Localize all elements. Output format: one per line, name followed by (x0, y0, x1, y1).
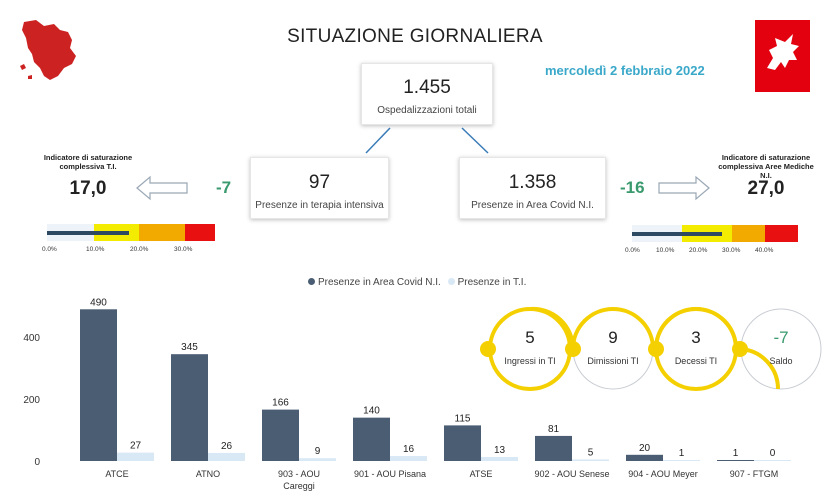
bar-label-covid-4: 115 (455, 413, 471, 424)
bar-label-covid-6: 20 (639, 443, 651, 454)
sat-am-tick-3: 30.0% (722, 247, 741, 254)
y-tick-label-0: 0 (34, 457, 40, 468)
legend-marker-covid (308, 278, 315, 285)
category-label-1: ATNO (196, 469, 220, 479)
chart-legend: Presenze in Area Covid N.I. Presenze in … (308, 277, 526, 288)
legend-covid: Presenze in Area Covid N.I. (318, 277, 441, 288)
ti-label: Presenze in terapia intensiva (255, 200, 384, 211)
bar-label-covid-7: 1 (733, 448, 739, 459)
flow-circle-3 (740, 308, 822, 390)
sat-ti-tick-3: 30.0% (174, 246, 193, 253)
sat-am-tick-2: 20.0% (689, 247, 708, 254)
bar-label-ti-2: 9 (315, 446, 321, 457)
sat-am-gauge (632, 225, 798, 242)
flow-ingressi-label: Ingressi in TI (504, 356, 556, 366)
ti-value: 97 (308, 172, 331, 193)
category-label-5: 902 - AOU Senese (534, 469, 609, 479)
flow-circle-0 (488, 307, 572, 391)
report-date: mercoledì 2 febbraio 2022 (545, 63, 705, 78)
bar-ti-5 (572, 459, 609, 461)
sat-ti-level-bar (47, 231, 129, 235)
flow-saldo-label: Saldo (769, 356, 793, 366)
bar-covid-1 (171, 354, 208, 461)
sat-ti-label: Indicatore di saturazione complessiva T.… (43, 153, 133, 171)
category-label-0: ATCE (105, 469, 128, 479)
legend-marker-ti (447, 278, 455, 285)
bar-label-covid-1: 345 (181, 342, 198, 353)
ti-card: 97 Presenze in terapia intensiva (250, 157, 389, 219)
sat-am-tick-1: 10.0% (656, 247, 675, 254)
covid-label: Presenze in Area Covid N.I. (471, 200, 594, 211)
flow-saldo-value: -7 (773, 328, 789, 347)
sat-am-label: Indicatore di saturazione complessiva Ar… (718, 153, 814, 180)
bar-label-ti-1: 26 (221, 441, 233, 452)
bar-covid-7 (717, 460, 754, 461)
y-tick-label-1: 200 (23, 395, 40, 406)
tuscany-map-icon (20, 20, 76, 80)
flow-ingressi-value: 5 (525, 328, 535, 347)
flow-decessi-value: 3 (691, 328, 701, 347)
sat-am-value: 27,0 (747, 178, 785, 199)
sat-am-tick-0: 0.0% (625, 247, 640, 254)
bar-ti-2 (299, 458, 336, 461)
category-label-3: 901 - AOU Pisana (354, 469, 426, 479)
legend-ti: Presenze in T.I. (457, 277, 527, 288)
bar-ti-6 (663, 460, 700, 461)
ti-delta: -7 (216, 178, 232, 197)
category-label-2-line2: Careggi (283, 481, 315, 491)
bar-covid-6 (626, 454, 663, 461)
bar-covid-5 (535, 435, 572, 461)
arrow-left-icon (136, 175, 188, 201)
sat-ti-tick-0: 0.0% (42, 246, 57, 253)
pegasus-logo-icon (755, 20, 810, 92)
page-title: SITUAZIONE GIORNALIERA (287, 26, 543, 47)
total-value: 1.455 (403, 77, 451, 98)
category-label-6: 904 - AOU Meyer (628, 469, 698, 479)
flow-circles (480, 306, 822, 391)
sat-am-level-bar (632, 232, 722, 236)
total-hospitalizations-card: 1.455 Ospedalizzazioni totali (361, 63, 493, 125)
bar-ti-7 (754, 460, 791, 461)
covid-delta: -16 (620, 178, 645, 197)
sat-ti-tick-2: 20.0% (130, 246, 149, 253)
flow-dimissioni-value: 9 (608, 328, 618, 347)
flow-decessi-label: Decessi TI (674, 356, 718, 366)
bar-label-covid-2: 166 (272, 398, 289, 409)
bar-label-ti-7: 0 (770, 448, 776, 459)
total-label: Ospedalizzazioni totali (377, 105, 477, 116)
category-label-2: 903 - AOU (278, 469, 320, 479)
bar-label-ti-6: 1 (679, 448, 685, 459)
bar-label-ti-0: 27 (130, 441, 142, 452)
bar-covid-3 (353, 417, 390, 461)
bar-label-covid-3: 140 (363, 406, 380, 417)
bar-label-ti-3: 16 (403, 444, 415, 455)
bar-covid-4 (444, 425, 481, 461)
bar-label-ti-4: 13 (494, 445, 506, 456)
covid-value: 1.358 (508, 172, 557, 193)
sat-ti-gauge (47, 224, 215, 241)
bar-covid-0 (80, 309, 117, 461)
bar-label-covid-5: 81 (548, 424, 560, 435)
y-tick-label-2: 400 (23, 333, 40, 344)
bar-label-covid-0: 490 (90, 297, 107, 308)
bar-covid-2 (262, 409, 299, 461)
sat-am-tick-4: 40.0% (755, 247, 774, 254)
category-label-7: 907 - FTGM (730, 469, 779, 479)
sat-ti-tick-1: 10.0% (86, 246, 105, 253)
bar-ti-3 (390, 456, 427, 461)
sat-ti-value: 17,0 (69, 178, 107, 199)
bar-ti-0 (117, 452, 154, 461)
covid-card: 1.358 Presenze in Area Covid N.I. (459, 157, 606, 219)
bar-ti-4 (481, 456, 518, 461)
flow-dimissioni-label: Dimissioni TI (587, 356, 639, 366)
category-label-4: ATSE (470, 469, 493, 479)
bar-label-ti-5: 5 (588, 447, 594, 458)
bar-ti-1 (208, 452, 245, 461)
arrow-right-icon (658, 175, 710, 201)
